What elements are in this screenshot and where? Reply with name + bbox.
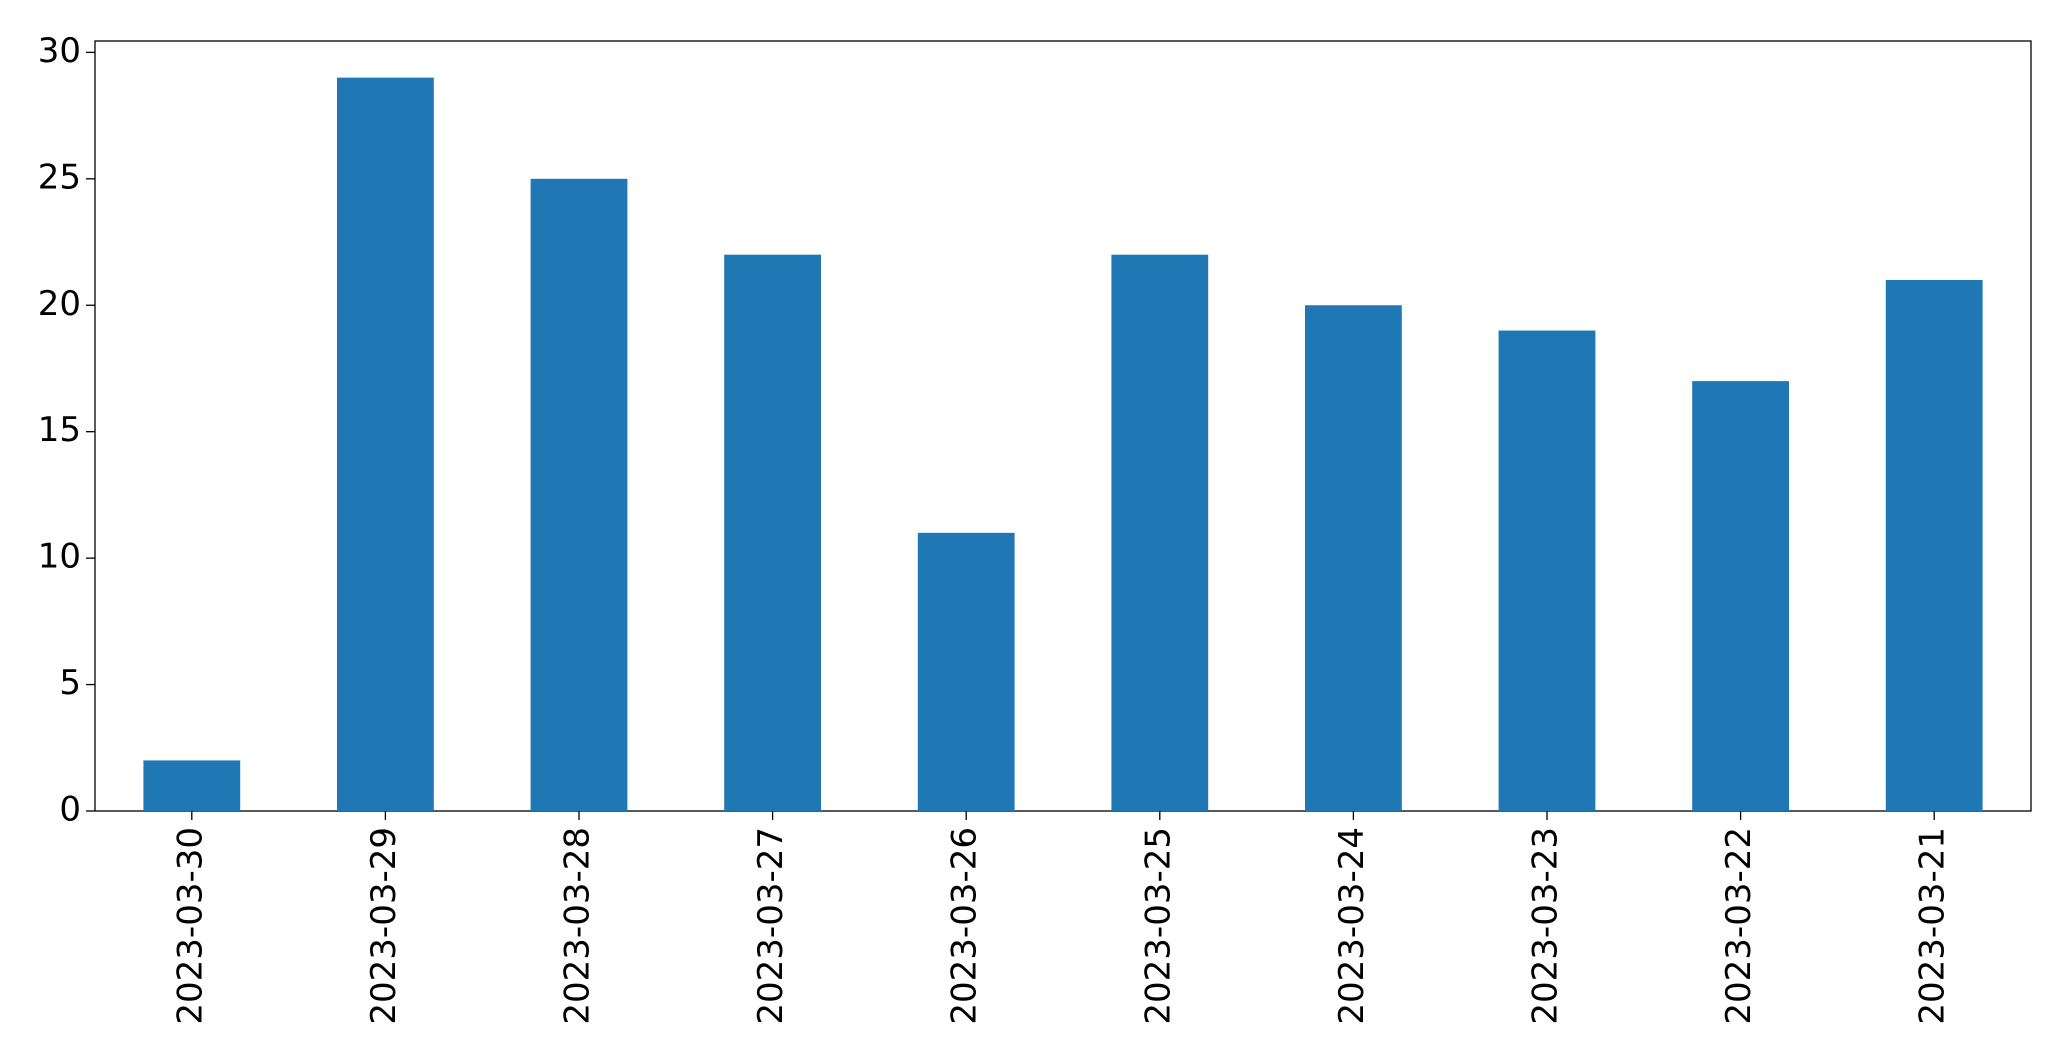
bar xyxy=(1111,254,1209,811)
x-tick-label: 2023-03-30 xyxy=(170,827,210,1025)
x-tick-label: 2023-03-21 xyxy=(1913,827,1953,1025)
x-tick-label: 2023-03-23 xyxy=(1526,827,1566,1025)
x-tick-label: 2023-03-22 xyxy=(1719,827,1759,1025)
bar xyxy=(1498,330,1596,811)
y-tick-label: 30 xyxy=(38,31,81,71)
y-tick-label: 5 xyxy=(59,663,81,703)
y-tick-label: 15 xyxy=(38,410,81,450)
bar xyxy=(143,760,241,811)
y-tick-label: 0 xyxy=(59,790,81,830)
bar xyxy=(724,254,821,811)
y-tick-label: 10 xyxy=(38,537,81,577)
x-tick-label: 2023-03-26 xyxy=(945,827,985,1025)
x-tick-label: 2023-03-27 xyxy=(751,827,791,1025)
x-tick-label: 2023-03-28 xyxy=(558,827,598,1025)
x-tick-label: 2023-03-25 xyxy=(1138,827,1178,1025)
bar xyxy=(1692,381,1789,811)
y-tick-label: 20 xyxy=(38,284,81,324)
x-tick-label: 2023-03-24 xyxy=(1332,827,1372,1025)
plot-frame xyxy=(94,40,2032,812)
y-tick-label: 25 xyxy=(38,157,81,197)
bar xyxy=(337,77,434,811)
bar xyxy=(1305,305,1402,811)
x-tick-label: 2023-03-29 xyxy=(364,827,404,1025)
bar xyxy=(530,178,628,811)
bar xyxy=(1885,279,1983,811)
bar xyxy=(917,532,1015,811)
